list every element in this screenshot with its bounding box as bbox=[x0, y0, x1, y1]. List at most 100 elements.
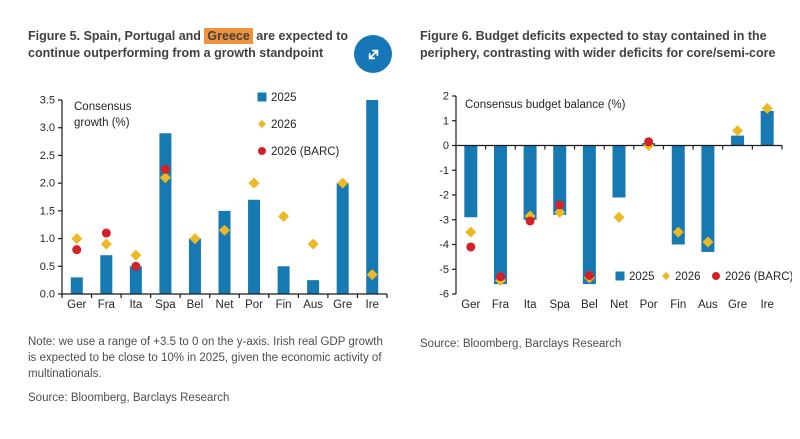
bar-Gre-2025 bbox=[731, 135, 745, 145]
x-tick-label: Ire bbox=[366, 299, 379, 311]
x-tick-label: Ita bbox=[524, 299, 537, 311]
diamond-Fin-2026 bbox=[278, 210, 290, 222]
y-tick-label: -2 bbox=[439, 189, 449, 201]
diamond-Net-2026 bbox=[219, 224, 230, 236]
y-tick-label: 1 bbox=[443, 115, 449, 127]
legend-marker-2026 bbox=[258, 119, 266, 128]
figure5-title-highlight: Greece bbox=[204, 28, 253, 44]
legend-label-2025: 2025 bbox=[271, 92, 297, 104]
figure5-title: Figure 5. Spain, Portugal and Greece are… bbox=[28, 28, 354, 63]
diamond-Ger-2026 bbox=[71, 232, 83, 244]
x-tick-label: Fin bbox=[670, 299, 686, 311]
dot-Bel-2026 (BARC) bbox=[584, 270, 594, 280]
bar-Ger-2025 bbox=[464, 145, 478, 217]
figure5-note: Note: we use a range of +3.5 to 0 on the… bbox=[28, 335, 383, 380]
bar-Net-2025 bbox=[612, 145, 626, 197]
legend-label-2026: 2026 bbox=[271, 119, 297, 131]
bar-Fra-2025 bbox=[493, 145, 507, 284]
x-tick-label: Gre bbox=[728, 299, 747, 311]
bar-Net-2025 bbox=[218, 210, 231, 294]
x-tick-label: Fra bbox=[98, 299, 116, 311]
y-tick-label: -1 bbox=[439, 164, 449, 176]
x-tick-label: Por bbox=[640, 299, 658, 311]
bar-Aus-2025 bbox=[701, 145, 715, 252]
bar-Ire-2025 bbox=[760, 110, 774, 145]
legend-label-2026 (BARC): 2026 (BARC) bbox=[725, 271, 792, 283]
bar-Ita-2025 bbox=[523, 145, 537, 220]
diamond-Aus-2026 bbox=[702, 236, 714, 248]
x-tick-label: Por bbox=[245, 299, 263, 311]
y-tick-label: -5 bbox=[439, 263, 449, 275]
figure5-source: Source: Bloomberg, Barclays Research bbox=[28, 391, 230, 404]
x-tick-label: Bel bbox=[187, 299, 204, 311]
diamond-Net-2026 bbox=[613, 211, 625, 223]
x-tick-label: Bel bbox=[581, 299, 598, 311]
legend-marker-2025 bbox=[615, 271, 625, 280]
expand-button[interactable] bbox=[354, 35, 392, 73]
bar-Bel-2025 bbox=[188, 238, 201, 294]
y-tick-label: 3.0 bbox=[40, 122, 55, 134]
x-tick-label: Net bbox=[610, 299, 629, 311]
dot-Fra-2026 (BARC) bbox=[495, 271, 505, 281]
x-tick-label: Spa bbox=[549, 299, 570, 311]
y-tick-label: -6 bbox=[439, 288, 449, 300]
diamond-Ita-2026 bbox=[130, 249, 142, 261]
bar-Por-2025 bbox=[248, 199, 261, 294]
y-tick-label: 2.5 bbox=[40, 149, 55, 161]
y-tick-label: -4 bbox=[439, 239, 449, 251]
diamond-Gre-2026 bbox=[732, 124, 744, 136]
legend-marker-2026 (BARC) bbox=[258, 146, 266, 155]
bar-Aus-2025 bbox=[307, 279, 320, 294]
bar-Ger-2025 bbox=[70, 276, 83, 294]
x-tick-label: Ger bbox=[461, 299, 480, 311]
bar-Ire-2025 bbox=[366, 99, 379, 294]
x-tick-label: Net bbox=[216, 299, 235, 311]
y-tick-label: 3.5 bbox=[40, 94, 55, 106]
dot-Ita-2026 (BARC) bbox=[131, 261, 141, 271]
x-tick-label: Ger bbox=[67, 299, 86, 311]
bar-Spa-2025 bbox=[553, 145, 567, 215]
x-tick-label: Ire bbox=[760, 299, 773, 311]
legend-marker-2026 (BARC) bbox=[712, 271, 720, 280]
diamond-Fra-2026 bbox=[100, 238, 112, 250]
diamond-Bel-2026 bbox=[189, 232, 201, 244]
bar-Fin-2025 bbox=[277, 265, 290, 294]
y-tick-label: -3 bbox=[439, 214, 449, 226]
chart-inner-label: growth (%) bbox=[74, 117, 130, 129]
bar-Bel-2025 bbox=[582, 145, 596, 284]
x-tick-label: Aus bbox=[303, 299, 323, 311]
y-tick-label: 1.5 bbox=[40, 205, 55, 217]
x-tick-label: Spa bbox=[155, 299, 176, 311]
expand-arrows-icon bbox=[368, 49, 378, 59]
y-tick-label: 2.0 bbox=[40, 177, 55, 189]
diamond-Ger-2026 bbox=[465, 226, 477, 238]
diamond-Gre-2026 bbox=[337, 177, 349, 189]
legend-label-2026 (BARC): 2026 (BARC) bbox=[271, 146, 340, 158]
bar-Fin-2025 bbox=[671, 145, 685, 244]
legend-label-2026: 2026 bbox=[675, 271, 701, 283]
x-tick-label: Ita bbox=[129, 299, 142, 311]
diamond-Spa-2026 bbox=[554, 206, 566, 218]
legend-marker-2025 bbox=[257, 92, 267, 101]
y-tick-label: 0.5 bbox=[40, 260, 55, 272]
figure5-title-prefix: Figure 5. Spain, Portugal and bbox=[28, 29, 205, 43]
legend-marker-2026 bbox=[662, 271, 670, 280]
figure6-source: Source: Bloomberg, Barclays Research bbox=[420, 337, 622, 350]
figure5-title-suffix: are expected to continue outperforming f… bbox=[28, 29, 349, 61]
diamond-Por-2026 bbox=[248, 177, 260, 189]
x-tick-label: Aus bbox=[698, 299, 718, 311]
dot-Spa-2026 (BARC) bbox=[555, 199, 565, 209]
y-tick-label: 1.0 bbox=[40, 233, 55, 245]
bar-Ita-2025 bbox=[129, 265, 142, 294]
bar-Gre-2025 bbox=[336, 182, 349, 294]
diamond-Ire-2026 bbox=[761, 102, 773, 114]
figure5-panel: Figure 5. Spain, Portugal and Greece are… bbox=[28, 28, 392, 404]
chart-inner-label: Consensus budget balance (%) bbox=[465, 99, 626, 111]
dot-Por-2026 (BARC) bbox=[644, 136, 654, 146]
dot-Spa-2026 (BARC) bbox=[160, 164, 170, 174]
dot-Ger-2026 (BARC) bbox=[466, 241, 476, 251]
bar-Spa-2025 bbox=[159, 132, 172, 294]
diamond-Spa-2026 bbox=[159, 171, 171, 183]
figure5-chart: 0.0 0.5 1.0 1.5 2.0 2.5 3.0 3.5 Ger Fra Ita Spa Bel N… bbox=[40, 92, 388, 311]
